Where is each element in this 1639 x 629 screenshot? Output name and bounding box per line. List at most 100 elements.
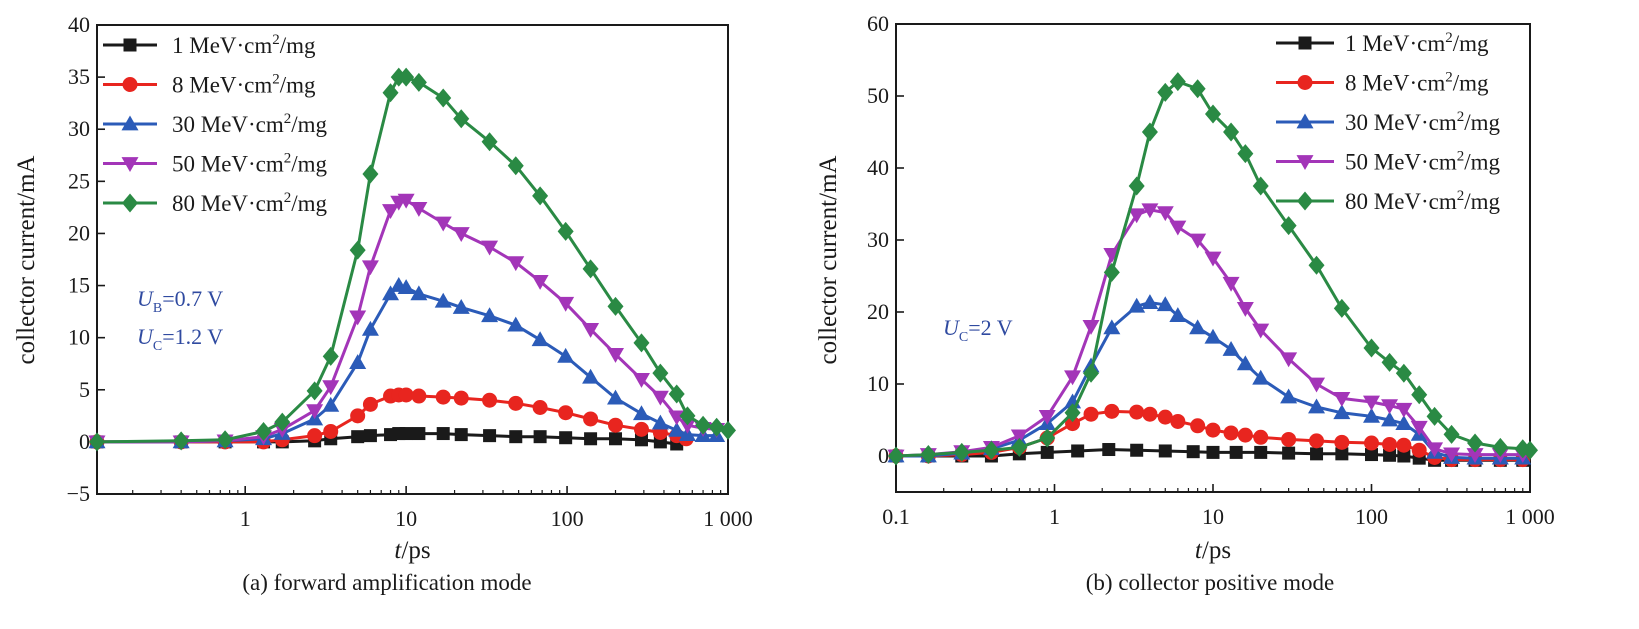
x-tick-label: 10 <box>395 506 417 531</box>
data-point <box>410 285 428 301</box>
data-point <box>679 406 696 426</box>
y-tick-label: 15 <box>68 273 90 298</box>
data-point <box>1222 276 1240 292</box>
data-point <box>1206 445 1220 459</box>
legend-label: 1 MeV·cm2/mg <box>1345 30 1489 56</box>
data-point <box>532 399 548 415</box>
data-point <box>607 347 625 363</box>
x-tick-label: 100 <box>1355 504 1388 529</box>
data-point <box>173 431 190 451</box>
data-point <box>436 427 450 441</box>
data-point <box>1223 122 1240 142</box>
data-point <box>678 418 696 434</box>
data-point <box>349 310 367 326</box>
data-point <box>1280 388 1298 404</box>
data-point <box>1169 307 1187 322</box>
data-point <box>1157 409 1173 425</box>
data-point <box>434 216 452 232</box>
data-point <box>1252 176 1269 196</box>
data-point <box>398 67 415 87</box>
data-point <box>1395 402 1413 418</box>
legend-marker <box>123 38 137 52</box>
data-point <box>382 285 400 301</box>
data-point <box>1104 403 1120 419</box>
series-2 <box>887 294 1532 465</box>
data-point <box>1308 377 1326 393</box>
data-point <box>398 387 414 403</box>
data-point <box>1141 122 1158 142</box>
data-point <box>633 333 650 353</box>
data-point <box>1237 427 1253 443</box>
y-tick-label: 50 <box>867 83 889 108</box>
legend-label: 30 MeV·cm2/mg <box>1345 109 1501 135</box>
data-point <box>983 440 1000 460</box>
data-point <box>1103 248 1121 263</box>
data-point <box>362 164 379 184</box>
data-point <box>399 427 413 441</box>
data-point <box>1310 447 1324 461</box>
legend-label: 1 MeV·cm2/mg <box>172 32 316 58</box>
legend-label: 8 MeV·cm2/mg <box>1345 70 1489 96</box>
data-point <box>507 156 524 176</box>
data-point <box>481 132 498 152</box>
data-point <box>1237 144 1254 164</box>
data-point <box>363 429 377 443</box>
data-point <box>1189 79 1206 99</box>
chart-caption: (b) collector positive mode <box>1086 570 1334 595</box>
data-point <box>507 316 525 332</box>
data-point <box>607 389 625 405</box>
data-point <box>1395 363 1412 383</box>
data-point <box>651 390 669 406</box>
chart-caption: (a) forward amplification mode <box>242 570 531 595</box>
data-point <box>397 193 415 209</box>
data-point <box>323 423 339 439</box>
data-point <box>1381 411 1399 427</box>
data-point <box>452 298 470 314</box>
data-point <box>1252 323 1270 339</box>
data-point <box>668 384 685 404</box>
series-3 <box>887 203 1532 465</box>
data-point <box>1223 425 1239 441</box>
data-point <box>532 186 549 206</box>
data-point <box>609 432 623 446</box>
data-point <box>582 322 600 338</box>
data-point <box>1363 338 1380 358</box>
data-point <box>1156 206 1174 222</box>
legend-marker <box>1296 155 1314 170</box>
data-point <box>651 414 669 430</box>
bias-annotation: UC=1.2 V <box>137 324 223 354</box>
x-tick-label: 1 000 <box>1505 504 1555 529</box>
data-point <box>1383 448 1397 462</box>
legend-marker <box>122 77 138 92</box>
legend-marker <box>121 157 139 172</box>
data-point <box>1204 328 1222 344</box>
data-point <box>382 83 399 103</box>
data-point <box>509 430 523 444</box>
data-point <box>1222 340 1240 356</box>
legend-marker <box>122 193 138 213</box>
x-tick-label: 100 <box>551 506 584 531</box>
data-point <box>708 417 725 437</box>
y-axis-label: collector current/mA <box>815 156 842 365</box>
data-point <box>1396 437 1412 453</box>
data-point <box>1426 442 1444 458</box>
data-point <box>274 412 291 432</box>
x-tick-label: 1 <box>1049 504 1060 529</box>
data-point <box>454 428 468 442</box>
data-point <box>217 430 234 450</box>
data-point <box>668 421 686 437</box>
data-point <box>434 292 452 308</box>
data-point <box>1443 447 1461 463</box>
data-point <box>1156 296 1174 312</box>
legend-marker <box>1297 191 1313 211</box>
data-point <box>1038 410 1056 425</box>
data-point <box>1141 294 1159 310</box>
x-tick-label: 1 000 <box>703 506 753 531</box>
y-tick-label: 35 <box>68 64 90 89</box>
data-point <box>1333 298 1350 318</box>
data-point <box>1253 429 1269 445</box>
y-tick-label: −5 <box>67 481 90 506</box>
data-point <box>695 415 712 435</box>
data-point <box>1205 104 1221 124</box>
data-point <box>1333 404 1351 420</box>
